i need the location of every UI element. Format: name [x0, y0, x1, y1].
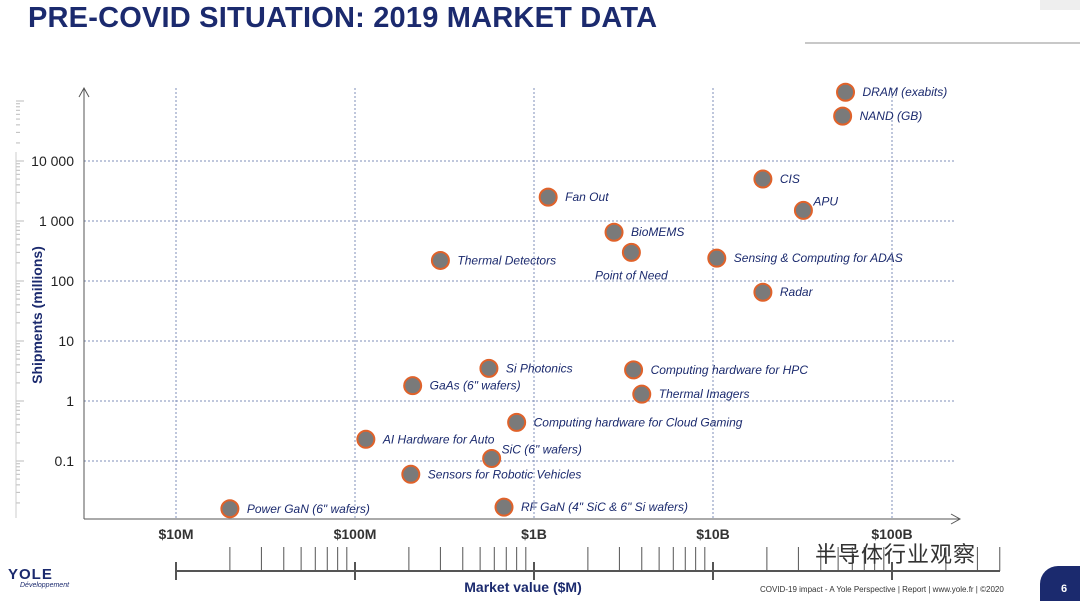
data-point: [356, 429, 376, 449]
chart-axes: [15, 86, 962, 525]
chart-grid: [84, 88, 955, 519]
data-point: [793, 200, 813, 220]
data-label: Thermal Imagers: [659, 387, 750, 401]
data-label: NAND (GB): [860, 109, 923, 123]
tick-labels: 0.1 1 10 100 1 000 10 000 $10M $100M $1B $10B $100…: [31, 153, 912, 542]
y-tick-label: 0.1: [55, 453, 75, 469]
data-label: Power GaN (6" wafers): [247, 502, 370, 516]
x-axis-label: Market value ($M): [464, 579, 581, 595]
data-point: [707, 248, 727, 268]
x-tick-label: $10M: [158, 526, 193, 542]
data-point: [833, 106, 853, 126]
corner-decoration: [1040, 0, 1080, 10]
data-label: DRAM (exabits): [863, 85, 948, 99]
data-point: [430, 250, 450, 270]
data-label: RF GaN (4" SiC & 6" Si wafers): [521, 500, 688, 514]
data-label: APU: [812, 194, 838, 208]
footer-text: COVID-19 impact - A Yole Perspective | R…: [760, 585, 1004, 594]
page-title: PRE-COVID SITUATION: 2019 MARKET DATA: [28, 2, 658, 34]
data-labels: DRAM (exabits) NAND (GB) CIS APU Fan Out BioM…: [247, 85, 947, 516]
data-point: [507, 412, 527, 432]
title-divider: [805, 42, 1080, 44]
data-point: [753, 282, 773, 302]
data-point: [624, 360, 644, 380]
data-point: [753, 169, 773, 189]
data-point: [604, 222, 624, 242]
y-tick-label: 10: [58, 333, 74, 349]
y-tick-label: 10 000: [31, 153, 74, 169]
data-label: BioMEMS: [631, 225, 684, 239]
page-number-badge: [1040, 566, 1080, 601]
data-point: [479, 358, 499, 378]
data-point: [538, 187, 558, 207]
data-label: Radar: [780, 285, 814, 299]
page-number: 6: [1061, 583, 1068, 595]
data-point: [621, 242, 641, 262]
data-point: [401, 464, 421, 484]
logo: YOLE: [8, 566, 53, 583]
data-label: Thermal Detectors: [457, 253, 556, 267]
x-minor-scale: [175, 547, 1001, 580]
x-tick-label: $10B: [696, 526, 729, 542]
data-label: AI Hardware for Auto: [382, 432, 495, 446]
watermark: 半导体行业观察: [815, 543, 977, 568]
data-label: Sensing & Computing for ADAS: [734, 251, 903, 265]
data-label: SiC (6" wafers): [502, 443, 582, 457]
data-label: CIS: [780, 172, 800, 186]
y-tick-label: 1: [66, 393, 74, 409]
logo-subtitle: Développement: [20, 582, 70, 589]
x-axis-arrow: [950, 513, 962, 525]
data-label: Fan Out: [565, 190, 609, 204]
y-tick-label: 1 000: [39, 213, 74, 229]
data-label: GaAs (6" wafers): [430, 379, 521, 393]
data-label: Sensors for Robotic Vehicles: [428, 467, 582, 481]
x-tick-label: $1B: [521, 526, 547, 542]
data-point: [494, 497, 514, 517]
x-tick-label: $100M: [334, 526, 377, 542]
data-label: Point of Need: [595, 268, 668, 282]
data-label: Computing hardware for HPC: [651, 363, 809, 377]
data-point: [836, 82, 856, 102]
y-tick-label: 100: [51, 273, 75, 289]
y-axis-label: Shipments (millions): [29, 246, 45, 384]
data-label: Si Photonics: [506, 361, 573, 375]
data-points: [220, 82, 856, 519]
data-point: [482, 449, 502, 469]
data-point: [632, 384, 652, 404]
x-tick-label: $100B: [871, 526, 912, 542]
data-point: [403, 376, 423, 396]
y-axis-arrow: [78, 86, 90, 98]
data-point: [220, 499, 240, 519]
data-label: Computing hardware for Cloud Gaming: [534, 415, 743, 429]
